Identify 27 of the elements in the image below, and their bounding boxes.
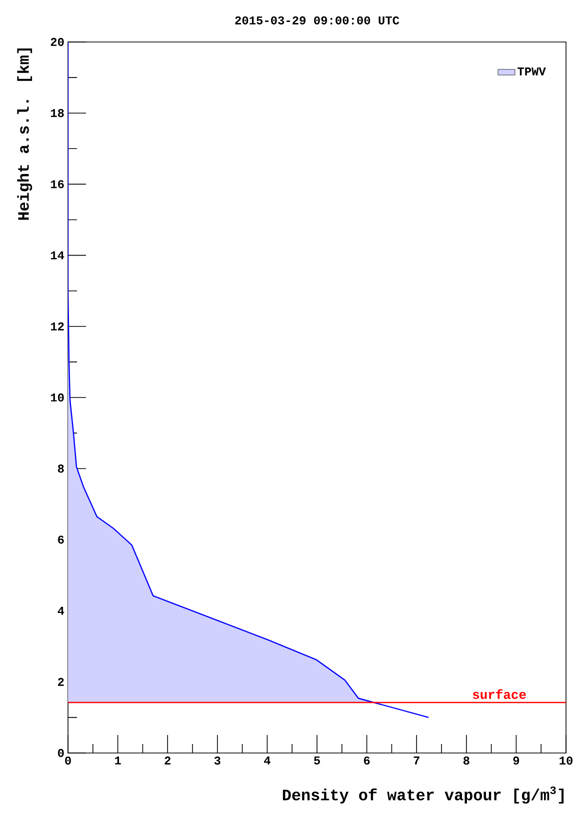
x-tick-label: 7	[414, 756, 420, 764]
y-tick-label: 18	[50, 109, 64, 118]
y-tick-label: 20	[50, 38, 64, 46]
y-tick-label: 2	[58, 678, 64, 686]
y-tick-label: 12	[50, 322, 64, 330]
x-axis-title: Density of water vapour [g/m$^{3}$]	[282, 786, 564, 804]
x-tick-label: 10	[560, 756, 572, 765]
y-tick-label: 4	[58, 606, 64, 615]
x-tick-label: 3	[214, 756, 220, 765]
x-tick-label: 0	[65, 756, 71, 765]
x-tick-label: 9	[513, 756, 520, 765]
x-tick-label: 4	[264, 756, 270, 764]
y-tick-label: 10	[50, 393, 64, 402]
ref-line-label: surface	[472, 689, 526, 699]
x-tick-label: 6	[364, 756, 370, 765]
y-tick-label: 6	[58, 536, 64, 544]
x-tick-label: 2	[164, 756, 170, 765]
chart-title: 2015-03-29 09:00:00 UTC	[235, 16, 400, 24]
x-tick-label: 8	[463, 756, 470, 765]
y-tick-label: 8	[58, 464, 64, 473]
y-tick-label: 14	[50, 251, 64, 260]
y-tick-label: 0	[58, 748, 64, 758]
y-tick-label: 16	[50, 180, 64, 188]
x-tick-label: 1	[115, 756, 121, 764]
y-axis-title: Height a.s.l. [km]	[17, 48, 32, 220]
x-tick-label: 5	[314, 756, 320, 764]
legend-label: TPWV	[518, 68, 546, 76]
